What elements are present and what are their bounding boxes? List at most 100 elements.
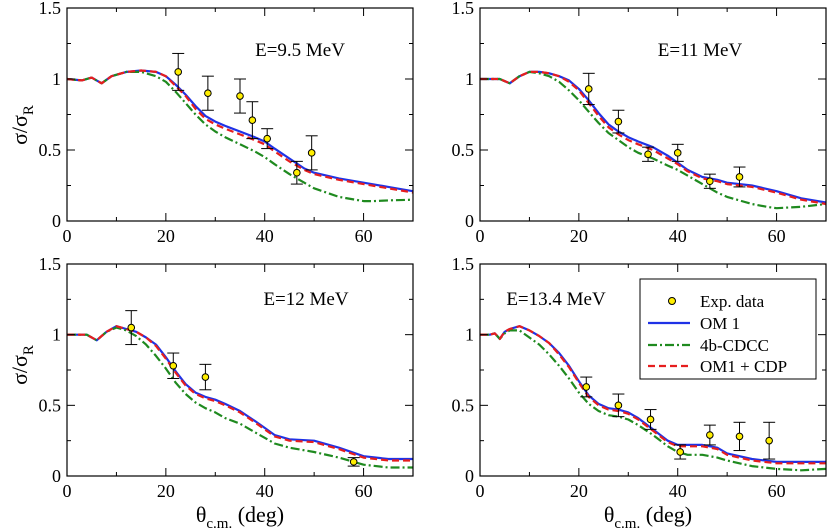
exp-point	[642, 146, 655, 162]
exp-point	[305, 135, 318, 171]
exp-point	[261, 128, 274, 150]
x-tick-label: 60	[355, 226, 373, 246]
energy-annotation: E=12 MeV	[263, 289, 348, 310]
x-tick-label: 40	[256, 226, 274, 246]
y-tick-label: 0	[52, 211, 61, 231]
series-line-4b-cdcc	[67, 70, 413, 203]
x-tick-label: 20	[157, 226, 175, 246]
y-axis: 0 0.5 1 1.5	[452, 0, 826, 231]
exp-point	[125, 310, 138, 346]
exp-marker	[676, 448, 684, 456]
energy-annotation: E=9.5 MeV	[255, 40, 345, 61]
x-tick-label: 0	[63, 226, 72, 246]
exp-marker	[735, 432, 744, 441]
x-axis-label-right: θc.m. (deg)	[604, 502, 692, 532]
series-line-om1-cdp	[480, 70, 826, 206]
y-tick-label: 0.5	[452, 140, 475, 160]
series-line-om-1	[480, 70, 826, 204]
y-axis: 0 0.5 1 1.5	[39, 0, 413, 231]
exp-point	[234, 78, 246, 114]
x-tick-label: 40	[256, 481, 274, 501]
x-tick-label: 0	[63, 481, 72, 501]
exp-point	[763, 421, 776, 460]
exp-point	[733, 166, 746, 188]
legend-label-cdp: OM1 + CDP	[700, 357, 787, 376]
x-tick-label: 60	[768, 226, 786, 246]
y-axis: 0 0.5 1 1.5	[452, 254, 826, 486]
x-axis-label-left: θc.m. (deg)	[196, 502, 284, 532]
exp-marker	[236, 92, 244, 100]
x-tick-label: 0	[476, 226, 485, 246]
exp-marker	[765, 436, 773, 445]
series-group	[67, 325, 413, 469]
legend-exp-marker-icon	[668, 297, 676, 305]
exp-point	[172, 52, 185, 91]
y-tick-label: 1.5	[39, 0, 62, 18]
legend-label-cdcc: 4b-CDCC	[700, 336, 769, 355]
panel-1: 0 20 40 60 0 0.5 1 1.5 E=9.5 MeV	[39, 0, 414, 246]
x-tick-label: 20	[157, 481, 175, 501]
y-axis: 0 0.5 1 1.5	[39, 254, 413, 486]
exp-point	[671, 143, 684, 162]
y-axis-label-bottom: σ/σR	[7, 345, 37, 385]
x-tick-label: 0	[476, 481, 485, 501]
exp-marker	[614, 401, 623, 410]
exp-point	[246, 101, 259, 140]
x-axis: 0 20 40 60	[63, 264, 414, 501]
exp-marker	[673, 149, 682, 157]
legend-item-cdp: OM1 + CDP	[648, 357, 787, 376]
exp-marker	[349, 458, 358, 466]
series-line-4b-cdcc	[480, 70, 826, 210]
legend: Exp. data OM 1 4b-CDCC OM1 + CDP	[639, 278, 817, 380]
legend-item-exp: Exp. data	[668, 292, 765, 311]
exp-marker	[174, 68, 183, 76]
series-line-4b-cdcc	[480, 329, 826, 472]
exp-marker	[307, 149, 316, 157]
energy-annotation: E=13.4 MeV	[506, 289, 606, 310]
series-line-om1-cdp	[480, 325, 826, 465]
x-tick-label: 60	[355, 481, 373, 501]
plot-frame	[66, 263, 414, 477]
exp-marker	[646, 415, 655, 424]
y-tick-label: 1.5	[452, 0, 475, 18]
x-tick-label: 40	[669, 481, 687, 501]
x-tick-label: 60	[768, 481, 786, 501]
y-tick-label: 0	[465, 466, 474, 486]
exp-marker	[582, 383, 591, 391]
x-tick-label: 20	[570, 226, 588, 246]
series-line-om1-cdp	[67, 325, 413, 462]
exp-marker	[293, 168, 301, 177]
exp-point	[612, 393, 625, 418]
y-tick-label: 0	[52, 466, 61, 486]
series-line-4b-cdcc	[67, 326, 413, 469]
x-tick-label: 40	[669, 226, 687, 246]
exp-marker	[584, 85, 593, 93]
y-tick-label: 1.5	[39, 254, 62, 274]
legend-label-exp: Exp. data	[700, 292, 765, 311]
exp-point	[580, 376, 593, 398]
y-tick-label: 0.5	[39, 140, 62, 160]
exp-point	[733, 421, 746, 452]
x-axis: 0 20 40 60	[476, 264, 827, 501]
series-line-om-1	[67, 325, 413, 461]
plot-frame	[479, 7, 827, 222]
series-group	[480, 325, 826, 472]
panel-3: 0 20 40 60 0 0.5 1 1.5 E=12 MeV	[39, 254, 414, 501]
exp-marker	[248, 116, 257, 124]
legend-label-om1: OM 1	[700, 314, 740, 333]
exp-point	[347, 457, 360, 467]
exp-point	[199, 363, 212, 391]
series-group	[480, 70, 826, 210]
exp-marker	[201, 373, 210, 381]
legend-item-cdcc: 4b-CDCC	[648, 336, 769, 355]
exp-point	[167, 352, 180, 379]
exp-point	[201, 75, 214, 111]
exp-point	[612, 109, 625, 134]
exp-point	[703, 173, 716, 189]
panel-2: 0 20 40 60 0 0.5 1 1.5 E=11 MeV	[452, 0, 827, 246]
exp-marker	[735, 173, 744, 181]
exp-marker	[644, 150, 652, 159]
exp-marker	[706, 177, 714, 186]
plot-frame	[66, 7, 414, 222]
